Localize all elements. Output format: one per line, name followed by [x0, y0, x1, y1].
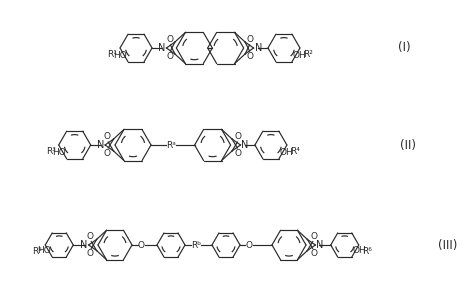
Text: O: O: [167, 52, 174, 61]
Text: Rᵇ: Rᵇ: [191, 240, 201, 249]
Text: OH: OH: [280, 148, 294, 157]
Text: O: O: [246, 240, 253, 249]
Text: O: O: [310, 249, 317, 258]
Text: HO: HO: [113, 51, 127, 60]
Text: O: O: [104, 149, 111, 158]
Text: N: N: [80, 240, 88, 250]
Text: N: N: [255, 43, 262, 53]
Text: (II): (II): [400, 139, 416, 151]
Text: HO: HO: [52, 148, 66, 157]
Text: O: O: [167, 35, 174, 44]
Text: O: O: [87, 249, 94, 258]
Text: R³: R³: [46, 147, 56, 156]
Text: O: O: [246, 35, 253, 44]
Text: Rᵃ: Rᵃ: [166, 140, 176, 150]
Text: R²: R²: [303, 50, 313, 59]
Text: O: O: [87, 232, 94, 241]
Text: OH: OH: [293, 51, 307, 60]
Text: R⁶: R⁶: [362, 247, 372, 256]
Text: O: O: [310, 232, 317, 241]
Text: R¹: R¹: [107, 50, 117, 59]
Text: N: N: [241, 140, 249, 150]
Text: N: N: [158, 43, 165, 53]
Text: HO: HO: [37, 246, 51, 255]
Text: O: O: [104, 132, 111, 141]
Text: (III): (III): [438, 238, 457, 251]
Text: OH: OH: [353, 246, 366, 255]
Text: N: N: [316, 240, 324, 250]
Text: R⁴: R⁴: [290, 147, 300, 156]
Text: O: O: [235, 132, 242, 141]
Text: O: O: [246, 52, 253, 61]
Text: N: N: [97, 140, 104, 150]
Text: O: O: [235, 149, 242, 158]
Text: (I): (I): [398, 41, 410, 55]
Text: O: O: [137, 240, 145, 249]
Text: R⁵: R⁵: [32, 247, 42, 256]
